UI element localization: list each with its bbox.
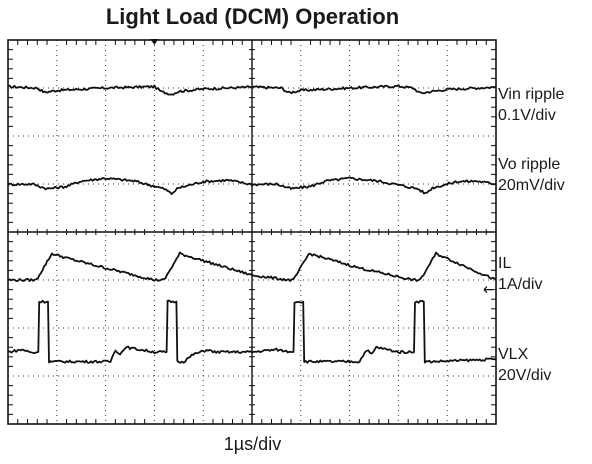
- plot-frame: [7, 39, 497, 425]
- series-scale-vin-ripple: 0.1V/div: [498, 107, 556, 124]
- chart-title: Light Load (DCM) Operation: [105, 4, 400, 29]
- trace-vo-ripple: [7, 176, 497, 195]
- series-name-vo-ripple: Vo ripple: [498, 156, 561, 173]
- series-name-il: IL: [498, 255, 512, 272]
- x-axis-label: 1µs/div: [223, 434, 282, 454]
- series-name-vin-ripple: Vin ripple: [498, 86, 565, 103]
- series-scale-il: 1A/div: [498, 276, 543, 293]
- series-scale-vo-ripple: 20mV/div: [498, 177, 565, 194]
- series-scale-vlx: 20V/div: [498, 367, 552, 384]
- reference-arrow-icon: [483, 286, 492, 294]
- trace-il: [7, 251, 497, 283]
- series-name-vlx: VLX: [498, 346, 529, 363]
- trace-vin-ripple: [8, 84, 497, 96]
- trace-vlx: [7, 299, 497, 364]
